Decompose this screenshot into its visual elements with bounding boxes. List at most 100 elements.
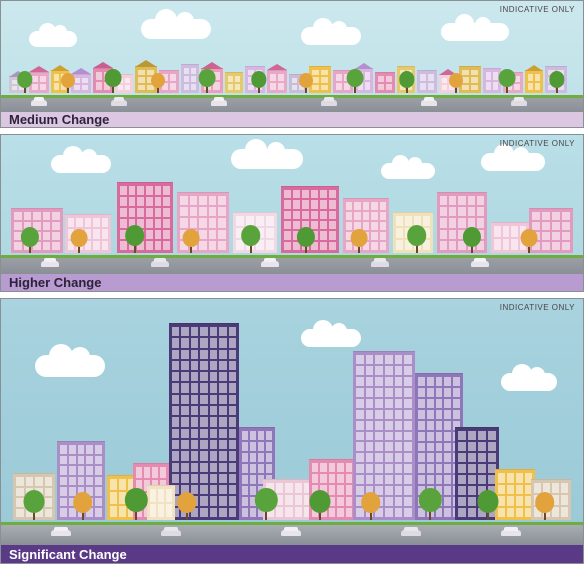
tree: [351, 229, 368, 253]
window: [200, 383, 207, 392]
tree: [347, 69, 364, 93]
window: [404, 377, 412, 386]
window: [219, 395, 226, 404]
window: [375, 399, 383, 408]
window: [375, 366, 383, 375]
window: [200, 406, 207, 415]
window: [190, 196, 198, 205]
window: [52, 232, 60, 240]
window: [356, 464, 364, 473]
tree-crown: [183, 229, 200, 247]
roof: [525, 65, 543, 71]
tree-crown: [549, 71, 564, 88]
window: [444, 508, 451, 517]
panel-higher: INDICATIVE ONLYHigher Change: [0, 134, 584, 292]
window: [375, 421, 383, 430]
window: [486, 82, 491, 90]
tree-crown: [125, 488, 147, 512]
infographic-stage: INDICATIVE ONLYMedium ChangeINDICATIVE O…: [0, 0, 584, 564]
window: [329, 474, 335, 483]
window: [219, 440, 226, 449]
car: [511, 100, 527, 106]
window: [535, 74, 540, 81]
tree: [251, 71, 266, 93]
window: [366, 366, 374, 375]
window: [43, 222, 51, 230]
window: [69, 466, 76, 475]
window: [172, 327, 179, 336]
tree: [309, 490, 330, 520]
window: [191, 372, 198, 381]
window: [444, 475, 451, 484]
tree: [477, 490, 498, 520]
window: [468, 196, 475, 205]
window: [138, 70, 145, 75]
window: [542, 222, 550, 230]
window: [395, 508, 403, 517]
window: [200, 372, 207, 381]
window: [163, 241, 170, 250]
tree-crown: [361, 492, 381, 513]
window: [516, 473, 523, 483]
window: [172, 474, 179, 483]
window: [218, 196, 226, 205]
window: [440, 196, 447, 205]
window: [380, 222, 386, 230]
window: [449, 207, 456, 216]
window: [78, 466, 85, 475]
window: [444, 464, 451, 473]
label-bar: Significant Change: [1, 545, 583, 563]
window: [285, 483, 293, 493]
window: [375, 475, 383, 484]
tree-crown: [177, 492, 197, 513]
window: [229, 508, 236, 517]
window: [86, 456, 93, 465]
tree-crown: [399, 71, 414, 88]
window: [191, 350, 198, 359]
window: [266, 431, 272, 440]
window: [146, 241, 153, 250]
window: [404, 410, 412, 419]
window: [418, 475, 425, 484]
window: [200, 338, 207, 347]
window: [449, 196, 456, 205]
window: [191, 84, 196, 90]
window: [444, 432, 451, 441]
window: [471, 77, 478, 82]
window: [180, 218, 188, 227]
window: [366, 464, 374, 473]
window: [516, 496, 523, 506]
window: [45, 488, 53, 497]
window: [270, 74, 276, 81]
window: [190, 218, 198, 227]
window: [404, 508, 412, 517]
window: [471, 70, 478, 75]
window: [60, 445, 67, 454]
window: [24, 212, 32, 220]
window: [32, 84, 38, 90]
window: [228, 76, 233, 82]
window: [219, 350, 226, 359]
window: [242, 442, 248, 451]
window: [52, 212, 60, 220]
window: [418, 453, 425, 462]
car: [41, 261, 59, 267]
window: [404, 421, 412, 430]
window: [507, 485, 514, 495]
window: [346, 508, 352, 517]
window: [181, 406, 188, 415]
window: [385, 442, 393, 451]
window: [385, 432, 393, 441]
window: [462, 85, 469, 90]
window: [210, 451, 217, 460]
window: [356, 355, 364, 364]
window: [155, 241, 162, 250]
window: [385, 377, 393, 386]
window: [477, 196, 484, 205]
window: [292, 78, 297, 83]
window: [229, 485, 236, 494]
window: [444, 377, 451, 386]
car: [281, 530, 301, 536]
window: [229, 440, 236, 449]
window: [210, 361, 217, 370]
